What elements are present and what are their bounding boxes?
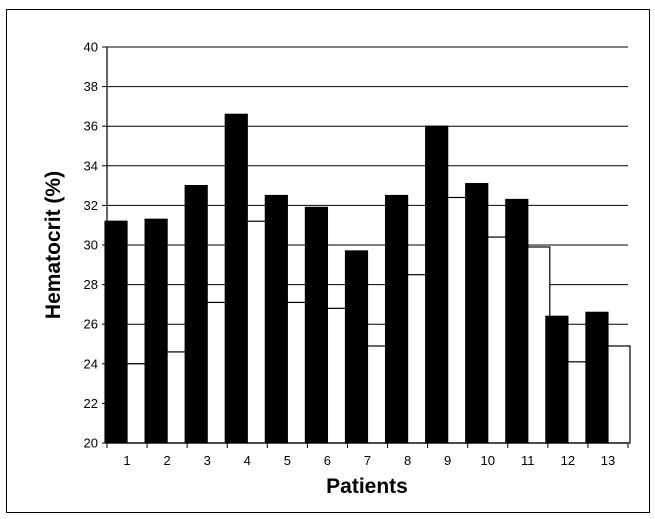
y-tick-label: 30 xyxy=(84,238,98,253)
x-tick-label: 1 xyxy=(123,453,130,468)
y-tick-label: 22 xyxy=(84,396,98,411)
bar-series1-patient-2 xyxy=(144,218,168,444)
x-axis-title: Patients xyxy=(326,475,408,498)
bar-series1-patient-9 xyxy=(425,125,449,444)
bar-series1-patient-6 xyxy=(304,206,329,444)
bar-series1-patient-8 xyxy=(384,194,409,444)
y-tick-label: 24 xyxy=(84,356,98,371)
y-tick-label: 34 xyxy=(84,158,98,173)
bar-series1-patient-3 xyxy=(184,185,208,444)
y-tick-label: 26 xyxy=(84,317,98,332)
y-tick-label: 32 xyxy=(84,198,98,213)
bar-series1-patient-1 xyxy=(104,220,128,444)
x-tick-label: 8 xyxy=(404,453,411,468)
y-tick-label: 38 xyxy=(84,79,98,94)
y-tick-labels: 20 22 24 26 28 30 32 34 36 38 40 xyxy=(84,40,98,451)
bar-series1-patient-11 xyxy=(505,198,529,444)
y-tick-label: 28 xyxy=(84,277,98,292)
x-tick-label: 11 xyxy=(521,453,535,468)
y-axis-title: Hematocrit (%) xyxy=(42,171,65,319)
bars xyxy=(104,113,631,444)
x-tick-label: 3 xyxy=(204,453,211,468)
x-tick-label: 5 xyxy=(284,453,291,468)
x-tick-label: 9 xyxy=(444,453,451,468)
bar-series1-patient-13 xyxy=(585,311,609,444)
bar-series2-patient-13 xyxy=(607,345,631,444)
y-tick-label: 36 xyxy=(84,119,98,134)
x-tick-label: 2 xyxy=(163,453,170,468)
bar-series1-patient-7 xyxy=(344,250,369,444)
x-tick-label: 7 xyxy=(364,453,371,468)
bar-series1-patient-5 xyxy=(264,194,288,444)
y-tick-label: 20 xyxy=(84,436,98,451)
x-tick-label: 13 xyxy=(601,453,615,468)
x-tick-label: 10 xyxy=(480,453,494,468)
bar-series1-patient-4 xyxy=(224,113,248,444)
x-tick-labels: 1 2 3 4 5 6 7 8 9 10 11 12 13 xyxy=(123,453,615,468)
x-tick-label: 4 xyxy=(244,453,251,468)
axes xyxy=(102,46,629,448)
x-tick-label: 12 xyxy=(561,453,575,468)
bar-series1-patient-12 xyxy=(545,315,569,444)
bar-series1-patient-10 xyxy=(465,183,489,444)
x-tick-label: 6 xyxy=(324,453,331,468)
y-tick-label: 40 xyxy=(84,40,98,55)
